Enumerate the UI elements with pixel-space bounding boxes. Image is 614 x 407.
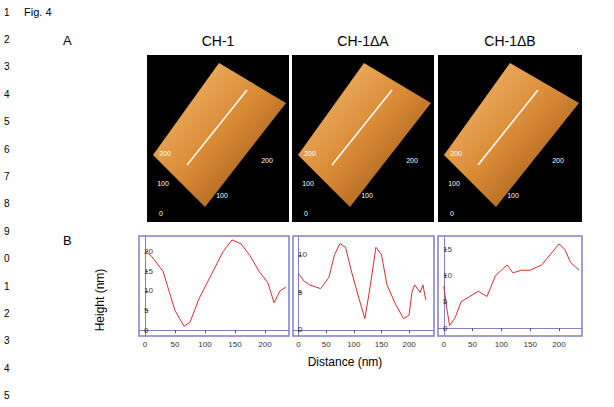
svg-text:1: 1 (4, 281, 10, 292)
svg-text:Fig. 4: Fig. 4 (24, 6, 52, 18)
svg-text:2: 2 (4, 34, 10, 45)
svg-text:100: 100 (302, 180, 314, 187)
svg-text:200: 200 (258, 340, 272, 349)
svg-text:5: 5 (144, 306, 149, 315)
svg-text:50: 50 (171, 340, 180, 349)
svg-text:100: 100 (216, 192, 228, 199)
svg-text:0: 0 (442, 340, 447, 349)
svg-text:2: 2 (4, 308, 10, 319)
svg-text:100: 100 (347, 340, 361, 349)
svg-text:4: 4 (4, 89, 10, 100)
svg-text:0: 0 (144, 326, 149, 335)
svg-text:20: 20 (144, 247, 153, 257)
svg-text:10: 10 (144, 286, 153, 295)
svg-text:10: 10 (298, 250, 307, 259)
svg-text:150: 150 (375, 340, 389, 349)
svg-text:200: 200 (450, 150, 462, 157)
svg-text:200: 200 (552, 157, 564, 164)
svg-text:0: 0 (143, 340, 148, 349)
svg-text:4: 4 (4, 363, 10, 374)
svg-text:7: 7 (4, 171, 10, 182)
svg-text:15: 15 (144, 267, 153, 276)
svg-text:100: 100 (361, 192, 373, 199)
svg-text:5: 5 (443, 297, 448, 307)
svg-text:0: 0 (304, 210, 308, 217)
svg-text:150: 150 (523, 340, 537, 349)
svg-text:100: 100 (198, 340, 212, 349)
svg-text:200: 200 (402, 340, 416, 349)
svg-text:200: 200 (552, 340, 566, 349)
svg-text:0: 0 (159, 210, 163, 217)
svg-text:9: 9 (4, 226, 10, 237)
svg-text:50: 50 (322, 340, 331, 349)
svg-text:200: 200 (304, 150, 316, 157)
svg-text:0: 0 (450, 210, 454, 217)
svg-text:CH-1ΔA: CH-1ΔA (337, 33, 389, 49)
svg-text:0: 0 (4, 253, 10, 264)
svg-text:B: B (63, 233, 72, 248)
svg-text:100: 100 (448, 180, 460, 187)
svg-text:10: 10 (443, 271, 452, 280)
svg-text:100: 100 (495, 340, 509, 349)
svg-text:Distance (nm): Distance (nm) (308, 355, 383, 369)
svg-text:100: 100 (157, 180, 169, 187)
svg-text:5: 5 (4, 390, 10, 401)
svg-text:200: 200 (261, 157, 273, 164)
svg-text:1: 1 (4, 7, 10, 18)
svg-text:A: A (63, 33, 72, 48)
svg-text:50: 50 (468, 340, 477, 349)
svg-text:5: 5 (298, 288, 303, 297)
svg-text:3: 3 (4, 61, 10, 72)
svg-text:200: 200 (159, 150, 171, 157)
svg-text:15: 15 (443, 245, 452, 254)
svg-text:200: 200 (406, 157, 418, 164)
svg-text:Height (nm): Height (nm) (93, 269, 107, 332)
svg-text:0: 0 (296, 340, 301, 349)
svg-text:100: 100 (507, 192, 519, 199)
svg-text:5: 5 (4, 116, 10, 127)
svg-text:6: 6 (4, 144, 10, 155)
svg-text:CH-1: CH-1 (202, 33, 235, 49)
svg-text:8: 8 (4, 198, 10, 209)
svg-text:3: 3 (4, 335, 10, 346)
svg-text:150: 150 (228, 340, 242, 349)
svg-text:0: 0 (298, 325, 303, 334)
svg-text:0: 0 (443, 324, 448, 333)
svg-text:CH-1ΔB: CH-1ΔB (484, 33, 535, 49)
